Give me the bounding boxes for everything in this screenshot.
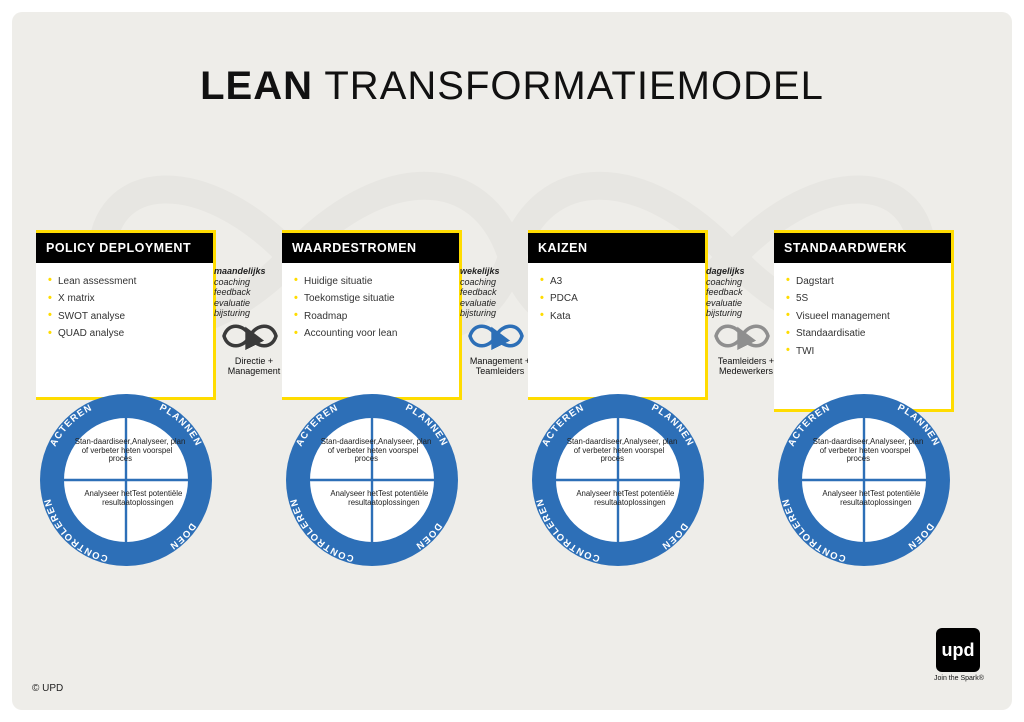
canvas: LEAN TRANSFORMATIEMODEL POLICY DEPLOYMEN… [12, 12, 1012, 710]
quad-check: Analyseer het resultaat [808, 490, 870, 507]
card-body: Lean assessmentX matrixSWOT analyseQUAD … [36, 263, 213, 397]
quad-check: Analyseer het resultaat [316, 490, 378, 507]
card-header: STANDAARDWERK [774, 233, 951, 263]
quad-act: Stan-daardiseer, of verbeter het proces [808, 438, 870, 464]
card-body: Huidige situatieToekomstige situatieRoad… [282, 263, 459, 397]
title-bold: LEAN [200, 64, 313, 108]
pdca-wheel-svg: PLANNENDOENCONTROLERENACTEREN [778, 394, 950, 566]
connector-infinity [460, 318, 532, 354]
column: KAIZEN A3PDCAKata dagelijks coachingfeed… [528, 230, 756, 412]
card-item: Huidige situatie [294, 273, 451, 291]
quad-do: Test potentiële oplossingen [870, 490, 932, 507]
brand-logo: upd Join the Spark® [934, 628, 982, 682]
logo-tagline: Join the Spark® [934, 675, 982, 682]
quad-act: Stan-daardiseer, of verbeter het proces [562, 438, 624, 464]
quad-check: Analyseer het resultaat [562, 490, 624, 507]
column: WAARDESTROMEN Huidige situatieToekomstig… [282, 230, 510, 412]
card-item: Roadmap [294, 308, 451, 326]
card-item: Visueel management [786, 308, 943, 326]
card: STANDAARDWERK Dagstart5SVisueel manageme… [774, 230, 954, 412]
columns-container: POLICY DEPLOYMENT Lean assessmentX matri… [36, 230, 1002, 412]
card-header: KAIZEN [528, 233, 705, 263]
card-item: Standaardisatie [786, 326, 943, 344]
card-item: Lean assessment [48, 273, 205, 291]
pdca-wheel: PLANNENDOENCONTROLERENACTEREN Stan-daard… [286, 394, 458, 566]
infinity-icon [214, 318, 286, 354]
quad-plan: Analyseer, plan en voorspel [378, 438, 440, 455]
quad-act: Stan-daardiseer, of verbeter het proces [70, 438, 132, 464]
footer-copyright: © UPD [32, 683, 63, 694]
connector-infinity [706, 318, 778, 354]
card-item: Accounting voor lean [294, 326, 451, 344]
card: WAARDESTROMEN Huidige situatieToekomstig… [282, 230, 462, 400]
quad-plan: Analyseer, plan en voorspel [624, 438, 686, 455]
card-body: A3PDCAKata [528, 263, 705, 397]
card-item: Toekomstige situatie [294, 291, 451, 309]
connector-infinity [214, 318, 286, 354]
card-body: Dagstart5SVisueel managementStandaardisa… [774, 263, 951, 409]
quad-act: Stan-daardiseer, of verbeter het proces [316, 438, 378, 464]
card-item: SWOT analyse [48, 308, 205, 326]
card-header: WAARDESTROMEN [282, 233, 459, 263]
logo-box: upd [936, 628, 980, 672]
column: POLICY DEPLOYMENT Lean assessmentX matri… [36, 230, 264, 412]
column: STANDAARDWERK Dagstart5SVisueel manageme… [774, 230, 1002, 412]
logo-text: upd [942, 640, 975, 661]
pdca-wheel: PLANNENDOENCONTROLERENACTEREN Stan-daard… [778, 394, 950, 566]
quad-do: Test potentiële oplossingen [378, 490, 440, 507]
card-item: Dagstart [786, 273, 943, 291]
quad-plan: Analyseer, plan en voorspel [870, 438, 932, 455]
pdca-wheel-svg: PLANNENDOENCONTROLERENACTEREN [286, 394, 458, 566]
card-item: TWI [786, 343, 943, 361]
pdca-wheel-svg: PLANNENDOENCONTROLERENACTEREN [40, 394, 212, 566]
quad-do: Test potentiële oplossingen [132, 490, 194, 507]
card-item: 5S [786, 291, 943, 309]
title-thin: TRANSFORMATIEMODEL [313, 64, 824, 108]
quad-plan: Analyseer, plan en voorspel [132, 438, 194, 455]
card-item: QUAD analyse [48, 326, 205, 344]
card-item: A3 [540, 273, 697, 291]
card: KAIZEN A3PDCAKata [528, 230, 708, 400]
pdca-wheel: PLANNENDOENCONTROLERENACTEREN Stan-daard… [40, 394, 212, 566]
pdca-wheel: PLANNENDOENCONTROLERENACTEREN Stan-daard… [532, 394, 704, 566]
quad-check: Analyseer het resultaat [70, 490, 132, 507]
card: POLICY DEPLOYMENT Lean assessmentX matri… [36, 230, 216, 400]
card-item: Kata [540, 308, 697, 326]
pdca-wheel-svg: PLANNENDOENCONTROLERENACTEREN [532, 394, 704, 566]
page-title: LEAN TRANSFORMATIEMODEL [12, 64, 1012, 109]
card-item: X matrix [48, 291, 205, 309]
infinity-icon [706, 318, 778, 354]
card-item: PDCA [540, 291, 697, 309]
quad-do: Test potentiële oplossingen [624, 490, 686, 507]
card-header: POLICY DEPLOYMENT [36, 233, 213, 263]
infinity-icon [460, 318, 532, 354]
